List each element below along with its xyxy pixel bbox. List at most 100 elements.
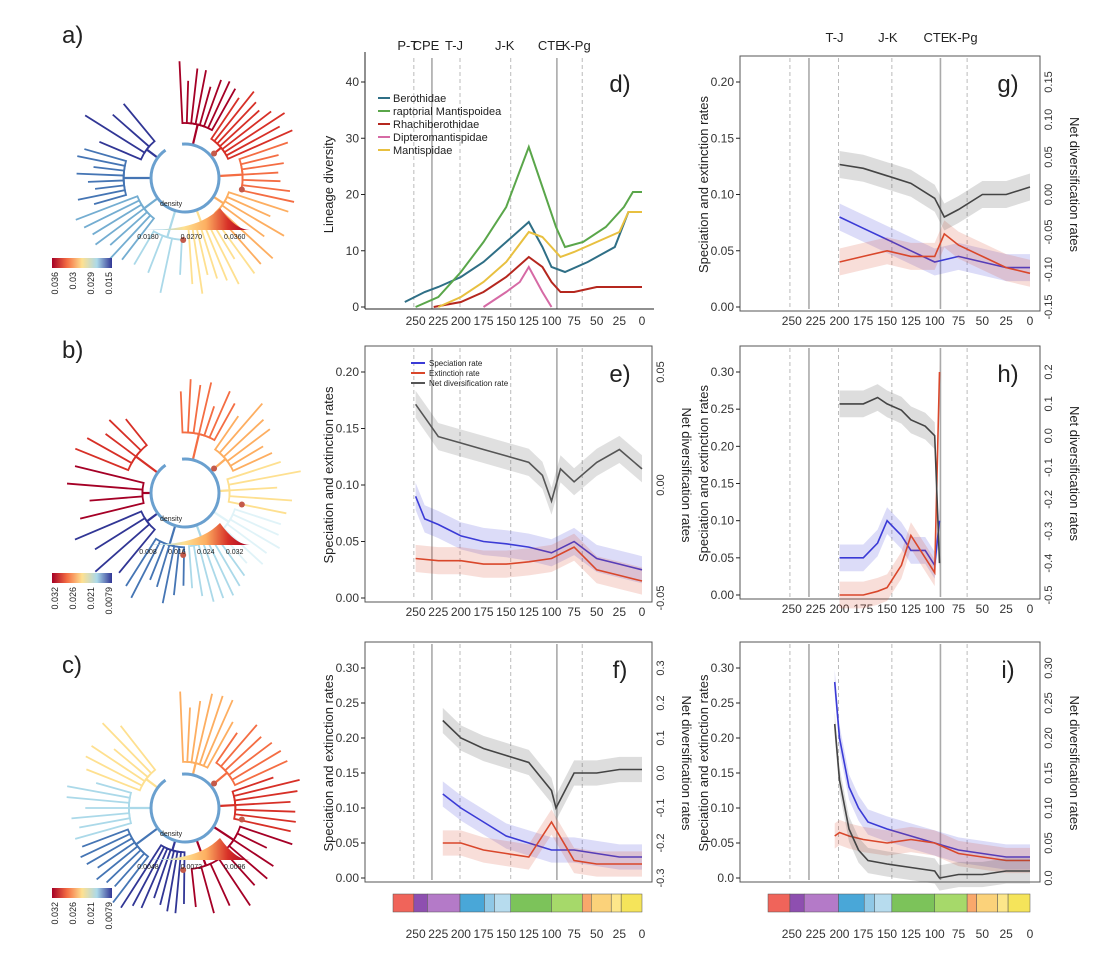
series-line [839, 519, 941, 568]
tree-branch [194, 70, 207, 126]
tree-branch [146, 512, 159, 523]
x-tick-label: 50 [976, 602, 990, 616]
series-line [833, 723, 1030, 879]
tree-branch [66, 482, 144, 494]
series-band [839, 220, 1030, 287]
y2-axis-title: Net diversification rates [679, 407, 694, 543]
x-tick-label: 25 [1000, 927, 1014, 941]
event-label: CTE [923, 30, 949, 45]
tree-branch [242, 171, 279, 176]
shift-node-marker [180, 866, 187, 873]
x-tick-label: 0 [1027, 927, 1034, 941]
y2-tick-label: -0.05 [655, 585, 667, 610]
tree-branch [218, 489, 230, 493]
y2-tick-label: 0.3 [655, 660, 667, 675]
y2-tick-label: 0.25 [1043, 692, 1055, 713]
timescale-block [610, 893, 622, 913]
y2-tick-label: 0.30 [1043, 657, 1055, 678]
tree-branch [228, 518, 281, 549]
y2-tick-label: -0.3 [1043, 522, 1055, 541]
x-tick-label: 25 [1000, 314, 1014, 328]
timescale-block [551, 893, 583, 913]
y-tick-label: 0.10 [336, 801, 360, 815]
y2-tick-label: -0.3 [655, 869, 667, 888]
series-band [442, 707, 642, 821]
tree-branch [240, 162, 284, 175]
x-tick-label: 100 [541, 605, 561, 619]
color-scale-bar [52, 258, 112, 268]
x-tick-label: 225 [428, 605, 448, 619]
y-axis-title: Speciation and extinction rates [696, 384, 711, 562]
tree-branch [84, 114, 148, 154]
panel-label: c) [62, 652, 82, 679]
timescale-block [510, 893, 552, 913]
y2-tick-label: 0.1 [655, 730, 667, 745]
y2-tick-label: 0.1 [1043, 396, 1055, 411]
plot-frame [739, 55, 1041, 312]
y-tick-label: 0.10 [711, 514, 735, 528]
series-line [839, 396, 941, 564]
color-scale-tick: 0.021 [86, 587, 96, 610]
y-tick-label: 0.0 [717, 871, 734, 885]
x-tick-label: 100 [925, 602, 945, 616]
series-line [415, 144, 642, 308]
plot-frame [739, 345, 1041, 600]
event-label: K-Pg [949, 30, 978, 45]
color-scale-tick: 0.026 [68, 587, 78, 610]
x-tick-label: 125 [901, 602, 921, 616]
tree-branch [135, 455, 159, 474]
timescale-block [413, 893, 428, 913]
tree-branch [218, 173, 243, 178]
y-tick-label: 0.25 [711, 696, 735, 710]
y-tick-label: 0.00 [711, 300, 735, 314]
x-tick-label: 225 [806, 927, 826, 941]
panel-label: b) [62, 337, 83, 364]
x-tick-label: 100 [541, 927, 561, 941]
y-tick-label: 0.00 [336, 591, 360, 605]
chart-panel-3: 0.00 0.05 0.10 0.15 0.20 -0.15 -0.10 -0.05 0.00 0… [696, 30, 1082, 328]
y2-tick-label: 0.00 [655, 474, 667, 495]
series-band [834, 819, 1030, 874]
x-tick-label: 125 [519, 605, 539, 619]
tree-branch [192, 384, 202, 435]
tree-branch [229, 486, 278, 492]
tree-branch [212, 825, 235, 841]
color-scale-tick: 0.032 [50, 587, 60, 610]
x-tick-label: 25 [613, 927, 627, 941]
color-scale-tick: 0.029 [86, 272, 96, 295]
x-tick-label: 100 [925, 314, 945, 328]
x-tick-label: 150 [877, 314, 897, 328]
tree-branch [222, 191, 289, 213]
x-tick-label: 125 [901, 927, 921, 941]
series-line [833, 681, 1030, 858]
y-tick-label: 0.15 [711, 766, 735, 780]
legend-entry: Extinction rate [429, 369, 480, 378]
tree-panel-0: a) density 0.0180 0.0270 0.0360 0.036 0.03 0.02… [50, 22, 295, 295]
y-tick-label: 0.15 [711, 477, 735, 491]
tree-branch [228, 490, 293, 502]
x-tick-label: 75 [952, 927, 966, 941]
y2-tick-label: -0.4 [1043, 554, 1055, 573]
tree-branch [145, 778, 159, 789]
y2-tick-label: 0.05 [655, 361, 667, 382]
tree-branch [74, 465, 145, 494]
x-tick-label: 0 [639, 314, 646, 328]
x-tick-label: 250 [406, 314, 426, 328]
plot-frame [739, 641, 1041, 883]
plot-frame [364, 641, 653, 883]
tree-branch [76, 172, 125, 179]
x-tick-label: 225 [806, 602, 826, 616]
y-axis-title: Speciation and extinction rates [321, 386, 336, 564]
series-line [839, 371, 941, 596]
color-scale-tick: 0.021 [86, 902, 96, 925]
y2-tick-label: 0.0 [1043, 870, 1055, 885]
tree-branch [84, 148, 128, 179]
x-tick-label: 25 [613, 314, 627, 328]
chart-panel-4: 0.000.050.100.150.200.250.30-0.5-0.4-0.3… [696, 345, 1082, 616]
tree-branch [146, 148, 159, 159]
tree-branch [171, 840, 177, 851]
x-tick-label: 125 [519, 314, 539, 328]
tree-branch [133, 230, 168, 266]
x-tick-label: 0 [1027, 314, 1034, 328]
tree-branch [228, 513, 279, 536]
